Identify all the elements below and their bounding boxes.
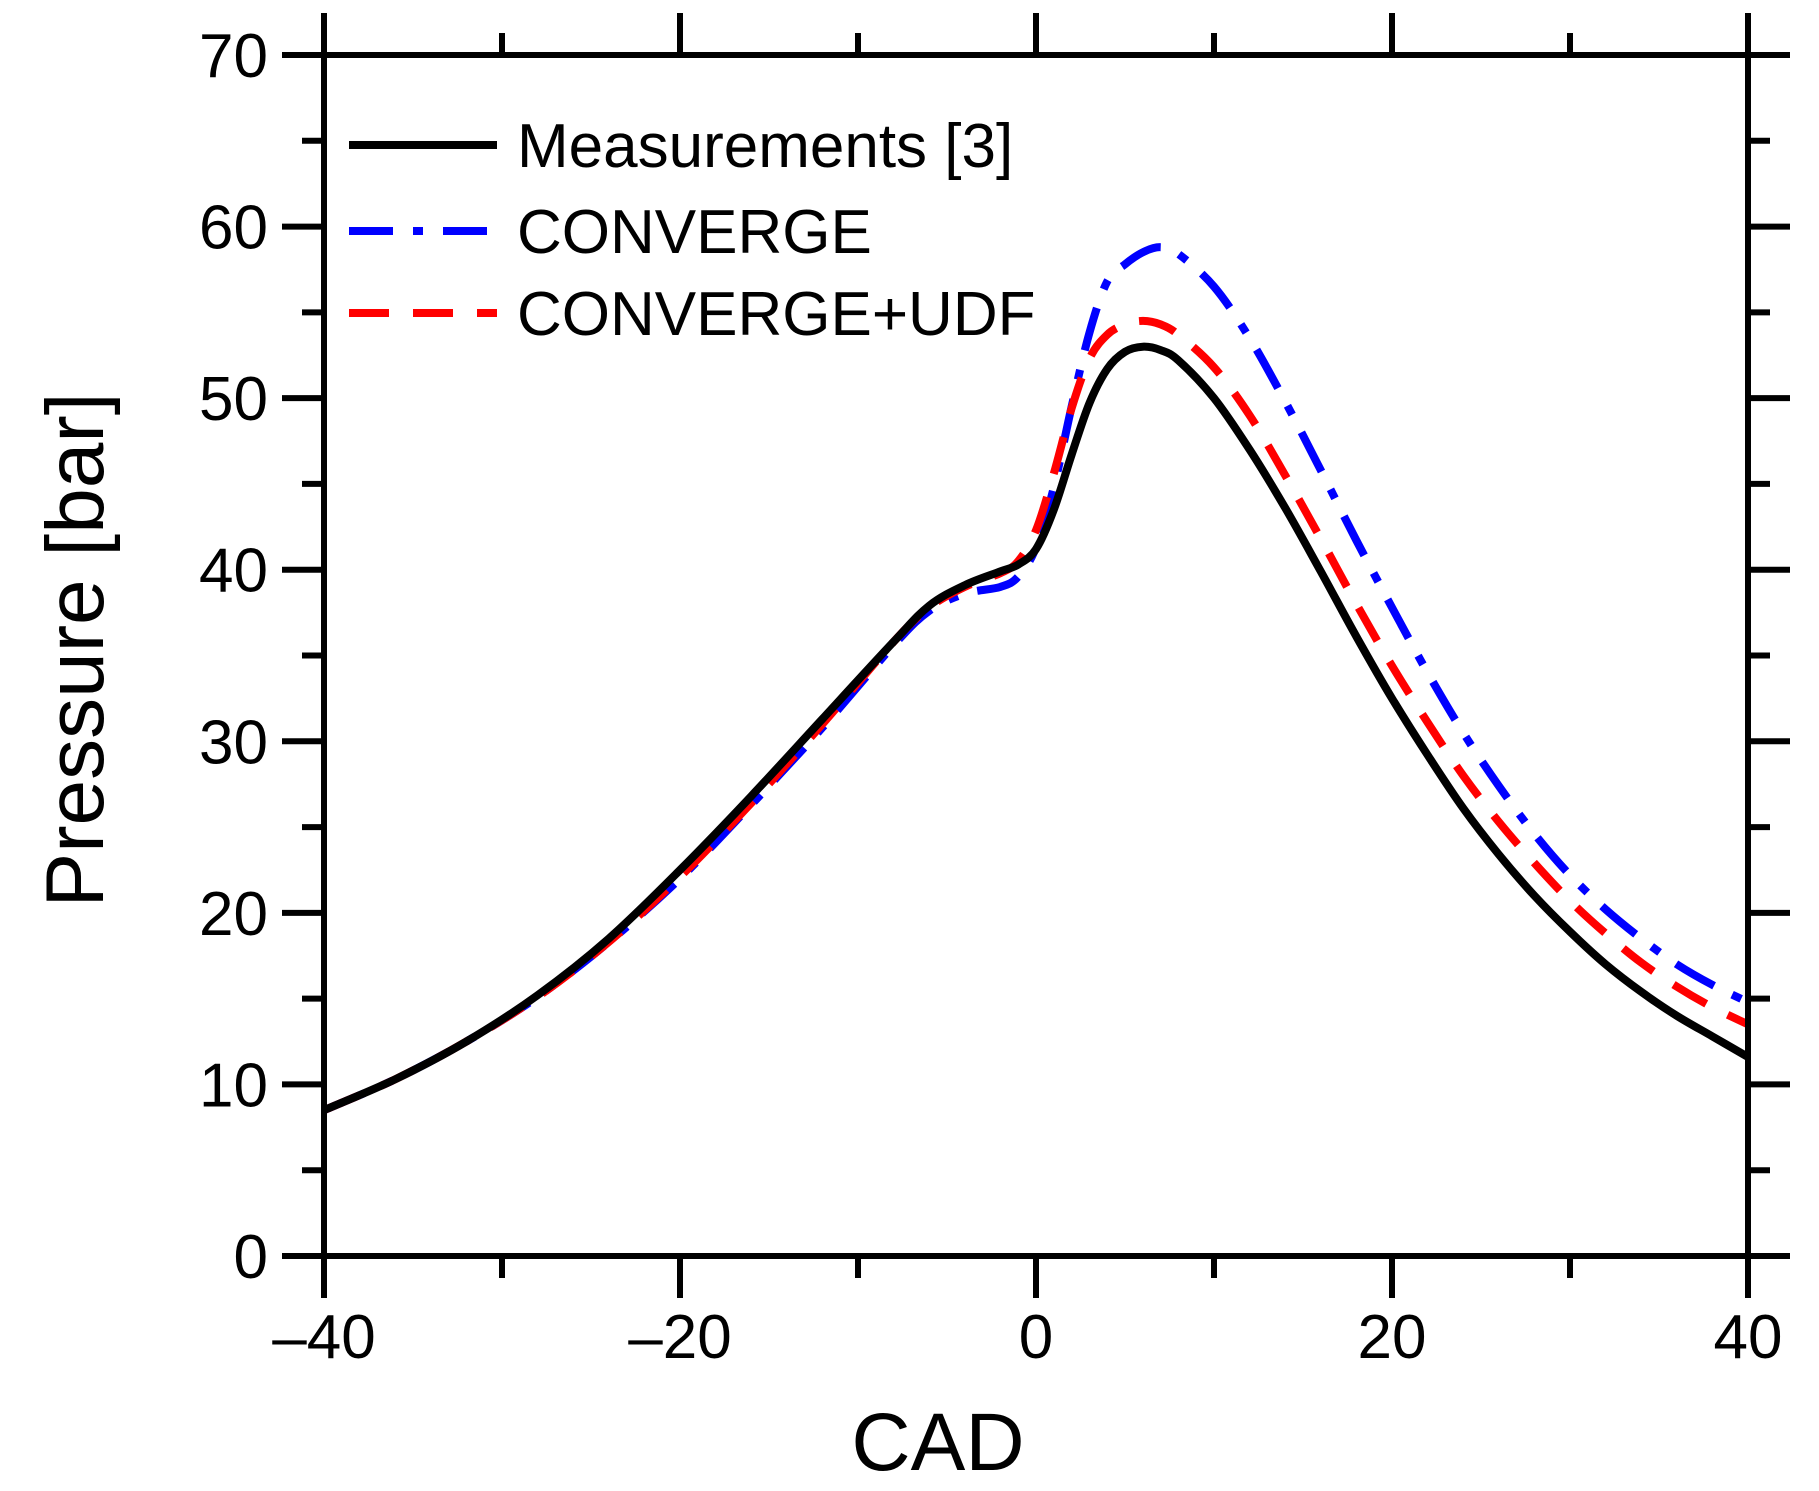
series-line-converge-udf [322,316,1750,1114]
y-tick-label: 20 [199,880,268,949]
y-tick-label: 70 [199,22,268,91]
series-layer [322,243,1751,1114]
x-tick-label: –20 [628,1303,731,1372]
y-tick-label: 10 [199,1051,268,1120]
y-tick-label: 50 [199,365,268,434]
ticks-layer: 0 10 20 30 40 50 60 70 –40 –20 0 20 40 [199,13,1790,1372]
legend-label: Measurements [3] [517,112,1013,181]
x-tick-label: 0 [1019,1303,1053,1372]
x-tick-label: –40 [272,1303,375,1372]
y-axis-title: Pressure [bar] [30,393,121,908]
y-tick-label: 30 [199,708,268,777]
legend: Measurements [3] CONVERGE CONVERGE+UDF [349,112,1035,349]
x-tick-label: 20 [1358,1303,1427,1372]
series-line-measurements-3 [322,342,1751,1114]
legend-label: CONVERGE [517,198,872,267]
y-tick-label: 0 [234,1223,268,1292]
y-tick-label: 60 [199,194,268,263]
y-tick-label: 40 [199,537,268,606]
x-tick-label: 40 [1714,1303,1783,1372]
x-axis-title: CAD [851,1397,1024,1488]
legend-label: CONVERGE+UDF [517,280,1035,349]
series-line-converge [322,243,1750,1114]
